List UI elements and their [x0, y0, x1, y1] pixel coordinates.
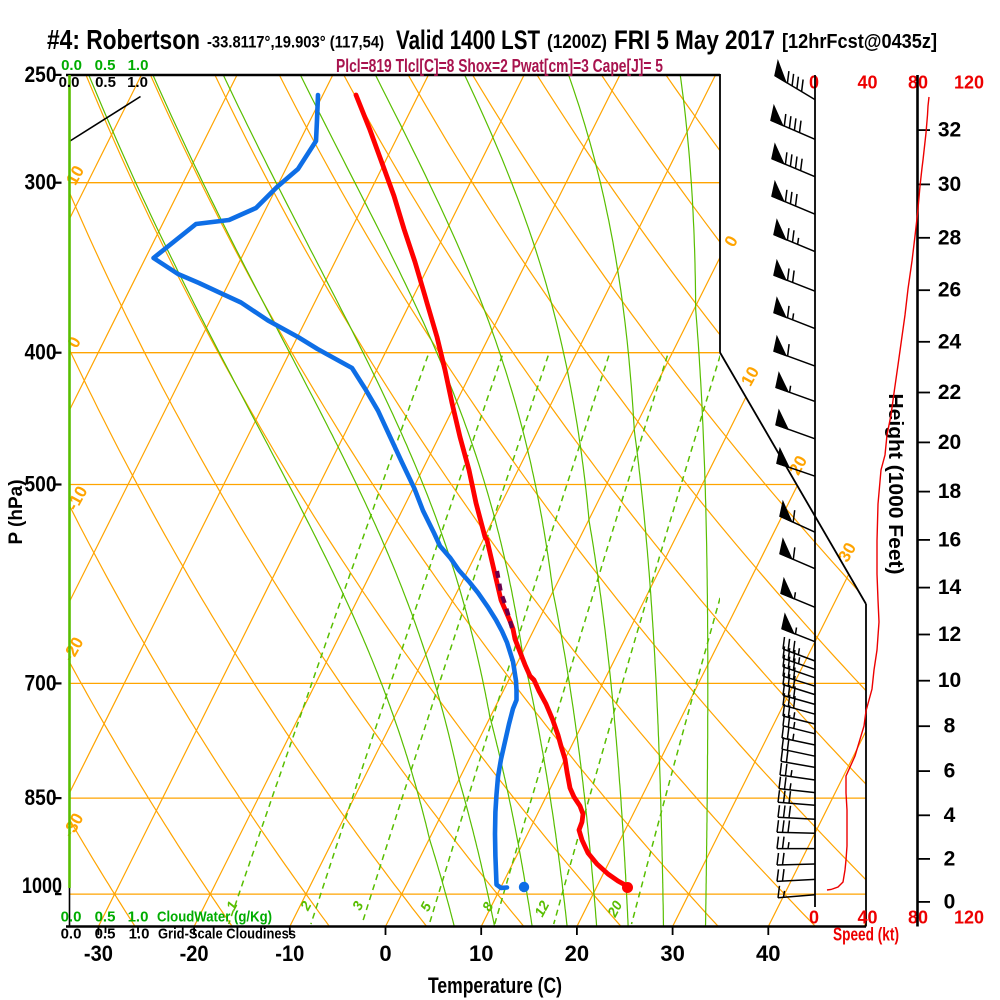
svg-text:850: 850: [25, 785, 57, 810]
svg-text:400: 400: [25, 340, 57, 365]
svg-text:P (hPa): P (hPa): [6, 479, 27, 544]
svg-text:0.5: 0.5: [95, 57, 116, 74]
svg-text:0.0: 0.0: [61, 57, 82, 74]
svg-text:-20: -20: [180, 941, 209, 966]
svg-text:16: 16: [938, 528, 961, 551]
svg-text:-10: -10: [275, 941, 304, 966]
svg-text:0.0: 0.0: [61, 909, 82, 926]
svg-text:120: 120: [954, 73, 984, 93]
svg-text:32: 32: [938, 119, 961, 142]
svg-text:0.5: 0.5: [95, 926, 116, 943]
svg-text:40: 40: [857, 73, 877, 93]
svg-text:#4: Robertson: #4: Robertson: [47, 24, 200, 55]
svg-text:0.0: 0.0: [61, 926, 82, 943]
svg-text:8: 8: [944, 715, 956, 738]
svg-text:Height (1000 Feet): Height (1000 Feet): [884, 394, 906, 575]
svg-text:14: 14: [938, 576, 962, 599]
svg-text:1.0: 1.0: [128, 57, 149, 74]
svg-text:22: 22: [938, 381, 961, 404]
svg-text:18: 18: [938, 480, 962, 503]
svg-text:12: 12: [938, 623, 961, 646]
svg-text:20: 20: [938, 431, 961, 454]
svg-text:20: 20: [603, 898, 625, 920]
svg-text:0: 0: [809, 908, 819, 928]
svg-text:FRI 5 May 2017: FRI 5 May 2017: [614, 25, 775, 55]
svg-text:250: 250: [25, 62, 57, 87]
svg-text:24: 24: [938, 330, 962, 353]
svg-text:0: 0: [379, 941, 391, 966]
svg-text:0: 0: [809, 73, 819, 93]
svg-text:Temperature (C): Temperature (C): [428, 973, 562, 998]
svg-text:2: 2: [944, 847, 956, 870]
svg-text:40: 40: [857, 908, 877, 928]
svg-text:-30: -30: [84, 941, 113, 966]
svg-text:Grid-Scale Cloudiness: Grid-Scale Cloudiness: [158, 926, 296, 943]
svg-text:30: 30: [660, 941, 684, 966]
svg-text:40: 40: [756, 941, 780, 966]
svg-text:10: 10: [938, 669, 961, 692]
svg-text:0.0: 0.0: [59, 74, 80, 91]
svg-text:300: 300: [25, 170, 57, 195]
svg-text:1000: 1000: [22, 873, 62, 898]
svg-text:1.0: 1.0: [127, 74, 148, 91]
svg-text:-33.8117°,19.903° (117,54): -33.8117°,19.903° (117,54): [207, 33, 384, 52]
svg-text:20: 20: [565, 941, 589, 966]
svg-text:CloudWater (g/Kg): CloudWater (g/Kg): [157, 909, 272, 926]
svg-text:1.0: 1.0: [129, 926, 150, 943]
svg-text:Plcl=819 Tlcl[C]=8 Shox=2 Pwat: Plcl=819 Tlcl[C]=8 Shox=2 Pwat[cm]=3 Cap…: [336, 56, 663, 76]
svg-text:6: 6: [944, 760, 956, 783]
svg-text:10: 10: [469, 941, 493, 966]
svg-text:0: 0: [944, 890, 956, 913]
svg-text:28: 28: [938, 226, 962, 249]
svg-text:30: 30: [938, 173, 961, 196]
svg-text:26: 26: [938, 279, 961, 302]
svg-text:Speed (kt): Speed (kt): [833, 925, 899, 945]
svg-text:0.5: 0.5: [95, 74, 116, 91]
svg-text:700: 700: [25, 670, 57, 695]
svg-text:12: 12: [531, 898, 553, 919]
svg-text:120: 120: [954, 908, 984, 928]
svg-text:1.0: 1.0: [128, 909, 149, 926]
svg-text:Valid 1400 LST: Valid 1400 LST: [396, 25, 540, 55]
svg-text:4: 4: [944, 804, 956, 827]
svg-text:[12hrFcst@0435z]: [12hrFcst@0435z]: [782, 31, 937, 53]
svg-text:500: 500: [25, 472, 57, 497]
svg-text:(1200Z): (1200Z): [547, 32, 607, 53]
svg-text:0.5: 0.5: [95, 909, 116, 926]
